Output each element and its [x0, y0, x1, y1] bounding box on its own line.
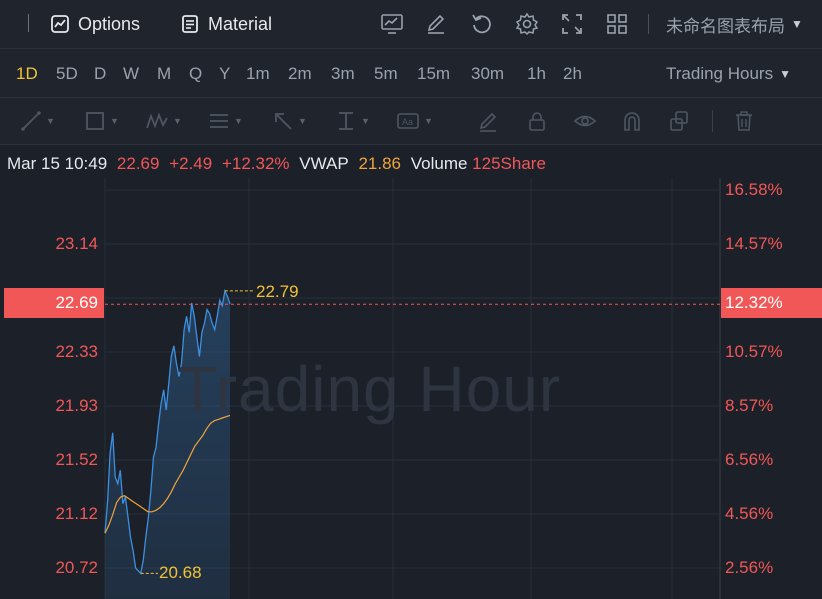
period-d[interactable]: D — [94, 64, 107, 83]
rectangle-icon — [86, 112, 104, 130]
current-pct-value: 12.32% — [725, 293, 783, 312]
price-line — [104, 288, 231, 575]
layers-icon — [670, 111, 688, 131]
lock-icon — [529, 112, 545, 131]
material-button[interactable]: Material — [180, 10, 272, 38]
settings-gear-icon[interactable] — [514, 11, 540, 37]
layers-tool[interactable] — [668, 109, 690, 133]
period-3m[interactable]: 3m — [331, 64, 355, 83]
toolbar-divider — [28, 14, 29, 32]
top-toolbar: Options Material 未命名图表布局 ▼ — [0, 0, 822, 49]
text-tool[interactable]: Aa ▼ — [396, 109, 433, 133]
left-axis-tick: 20.72 — [55, 558, 98, 577]
left-axis-tick: 21.52 — [55, 450, 98, 469]
measure-tool[interactable]: ▼ — [335, 109, 370, 133]
magnet-tool[interactable] — [621, 109, 643, 133]
trash-icon — [736, 111, 752, 131]
quote-info-line: Mar 15 10:49 22.69 +2.49 +12.32% VWAP 21… — [7, 154, 551, 174]
indicator-monitor-icon[interactable] — [379, 11, 405, 37]
layout-name: 未命名图表布局 — [666, 16, 785, 36]
current-price-value: 22.69 — [55, 293, 98, 312]
left-axis-tick: 23.14 — [55, 234, 98, 253]
visibility-tool[interactable] — [573, 109, 597, 133]
period-5d[interactable]: 5D — [56, 64, 78, 83]
vwap-value: 21.86 — [358, 154, 401, 173]
right-axis-tick: 4.56% — [725, 504, 774, 523]
right-axis-tick: 2.56% — [725, 558, 774, 577]
trend-line-icon — [21, 111, 41, 131]
arrow-tool[interactable]: ▼ — [272, 109, 307, 133]
period-1h[interactable]: 1h — [527, 64, 546, 83]
fibonacci-tool[interactable]: ▼ — [208, 109, 243, 133]
high-price-label: 22.79 — [256, 282, 299, 301]
trading-hour-watermark: Trading Hour — [178, 353, 562, 425]
layout-selector[interactable]: 未命名图表布局 ▼ — [666, 12, 803, 36]
period-bar: 1D 5D D W M Q Y 1m 2m 3m 5m 15m 30m 1h 2… — [0, 49, 822, 98]
magnet-icon — [624, 112, 640, 131]
trading-hours-selector[interactable]: Trading Hours ▼ — [666, 64, 791, 84]
caret-down-icon: ▼ — [791, 17, 803, 31]
brush-tool[interactable] — [477, 109, 499, 133]
period-q[interactable]: Q — [189, 64, 203, 83]
price-area-fill — [105, 290, 230, 599]
period-w[interactable]: W — [123, 64, 140, 83]
right-axis-tick: 6.56% — [725, 450, 774, 469]
current-price-tag: 22.69 — [4, 288, 104, 318]
period-30m[interactable]: 30m — [471, 64, 505, 83]
quote-change: +2.49 — [169, 154, 213, 173]
trend-line-tool[interactable]: ▼ — [20, 109, 55, 133]
pencil-icon — [479, 112, 497, 132]
period-2h[interactable]: 2h — [563, 64, 582, 83]
options-label: Options — [78, 13, 141, 34]
low-price-label: 20.68 — [159, 563, 202, 582]
rectangle-tool[interactable]: ▼ — [84, 109, 119, 133]
drawing-toolbar: ▼ ▼ ▼ ▼ ▼ ▼ Aa ▼ — [0, 98, 822, 145]
pattern-tool[interactable]: ▼ — [145, 109, 182, 133]
quote-price: 22.69 — [116, 154, 160, 173]
lock-tool[interactable] — [526, 109, 548, 133]
period-1m[interactable]: 1m — [246, 64, 270, 83]
refresh-icon[interactable] — [469, 11, 495, 37]
left-axis-tick: 22.33 — [55, 342, 98, 361]
trading-hours-label: Trading Hours — [666, 64, 774, 83]
vwap-label: VWAP — [299, 154, 349, 173]
document-icon — [180, 14, 200, 34]
left-axis-tick: 21.93 — [55, 396, 98, 415]
fullscreen-icon[interactable] — [559, 11, 585, 37]
vwap-line — [104, 414, 231, 534]
svg-text:Aa: Aa — [402, 117, 413, 127]
toolbar-divider — [648, 14, 649, 34]
arrow-up-left-icon — [275, 113, 292, 130]
chart-options-icon — [50, 14, 70, 34]
right-axis-tick: 16.58% — [725, 180, 783, 199]
left-axis-tick: 21.12 — [55, 504, 98, 523]
right-axis-tick: 14.57% — [725, 234, 783, 253]
caret-down-icon: ▼ — [779, 67, 791, 81]
right-axis-tick: 8.57% — [725, 396, 774, 415]
grid-layout-icon[interactable] — [604, 11, 630, 37]
fibonacci-lines-icon — [210, 114, 228, 128]
period-5m[interactable]: 5m — [374, 64, 398, 83]
quote-change-pct: +12.32% — [221, 154, 290, 173]
period-15m[interactable]: 15m — [417, 64, 451, 83]
period-1d[interactable]: 1D — [16, 64, 38, 83]
edit-icon[interactable] — [423, 11, 449, 37]
options-button[interactable]: Options — [50, 10, 140, 38]
period-2m[interactable]: 2m — [288, 64, 312, 83]
toolbar-divider — [712, 110, 713, 132]
volume-label: Volume — [410, 154, 468, 173]
text-box-icon: Aa — [397, 113, 419, 129]
right-axis-tick: 10.57% — [725, 342, 783, 361]
measure-icon — [339, 112, 353, 130]
period-y[interactable]: Y — [219, 64, 231, 83]
eye-icon — [573, 115, 597, 127]
delete-drawings-tool[interactable] — [733, 109, 755, 133]
volume-value: 125Share — [472, 154, 546, 173]
quote-datetime: Mar 15 10:49 — [7, 154, 108, 173]
current-pct-tag: 12.32% — [721, 288, 822, 318]
period-m[interactable]: M — [157, 64, 172, 83]
zigzag-pattern-icon — [146, 112, 168, 129]
material-label: Material — [208, 13, 273, 34]
